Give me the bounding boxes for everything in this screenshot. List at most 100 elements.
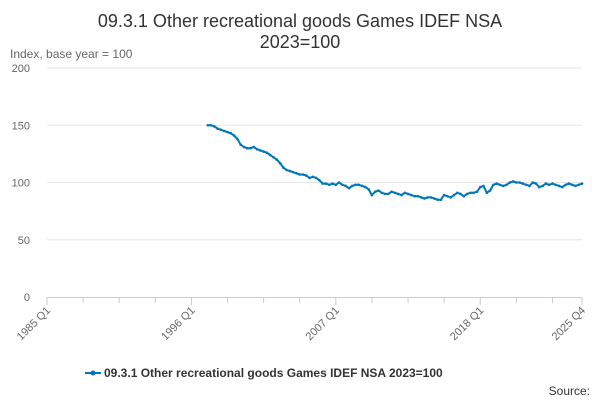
data-point-0-40[interactable] <box>337 181 341 184</box>
data-point-0-67[interactable] <box>426 196 430 199</box>
data-point-0-16[interactable] <box>259 149 262 152</box>
data-point-0-24[interactable] <box>285 168 288 172</box>
data-point-0-36[interactable] <box>324 182 328 185</box>
data-point-0-1[interactable] <box>209 124 213 127</box>
data-point-0-61[interactable] <box>406 192 410 196</box>
data-point-0-47[interactable] <box>360 184 364 188</box>
data-point-0-64[interactable] <box>416 194 420 198</box>
data-point-0-4[interactable] <box>219 128 223 132</box>
data-point-0-42[interactable] <box>344 184 348 188</box>
data-point-0-57[interactable] <box>393 191 397 195</box>
data-point-0-65[interactable] <box>419 196 423 199</box>
data-point-0-59[interactable] <box>400 193 403 197</box>
data-point-0-22[interactable] <box>278 161 282 165</box>
data-point-0-83[interactable] <box>479 185 482 189</box>
data-point-0-113[interactable] <box>577 183 580 187</box>
data-point-0-68[interactable] <box>429 196 433 199</box>
legend[interactable]: 09.3.1 Other recreational goods Games ID… <box>85 366 443 380</box>
data-point-0-13[interactable] <box>249 146 252 150</box>
data-point-0-46[interactable] <box>357 183 361 187</box>
data-point-0-21[interactable] <box>275 158 279 161</box>
data-point-0-14[interactable] <box>252 145 256 149</box>
data-point-0-106[interactable] <box>554 183 557 187</box>
data-point-0-80[interactable] <box>469 191 472 195</box>
series-line-0[interactable] <box>207 124 583 201</box>
data-point-0-76[interactable] <box>456 191 459 195</box>
data-point-0-26[interactable] <box>291 170 295 174</box>
data-point-0-86[interactable] <box>488 189 492 192</box>
data-point-0-7[interactable] <box>229 132 233 135</box>
data-point-0-58[interactable] <box>396 192 400 196</box>
data-point-0-53[interactable] <box>380 191 384 195</box>
data-point-0-73[interactable] <box>446 194 449 198</box>
data-point-0-91[interactable] <box>505 183 508 187</box>
data-point-0-107[interactable] <box>557 184 561 188</box>
data-point-0-103[interactable] <box>544 182 548 185</box>
data-point-0-87[interactable] <box>492 183 495 187</box>
data-point-0-94[interactable] <box>515 181 518 184</box>
data-point-0-63[interactable] <box>413 194 416 198</box>
data-point-0-8[interactable] <box>232 134 236 137</box>
data-point-0-3[interactable] <box>216 127 219 130</box>
data-point-0-88[interactable] <box>495 182 499 185</box>
data-point-0-12[interactable] <box>245 146 249 150</box>
data-point-0-72[interactable] <box>442 193 446 197</box>
data-point-0-108[interactable] <box>561 185 564 189</box>
data-point-0-100[interactable] <box>534 182 538 185</box>
data-point-0-44[interactable] <box>350 184 354 188</box>
data-point-0-82[interactable] <box>475 190 479 193</box>
data-point-0-11[interactable] <box>242 145 246 149</box>
data-point-0-110[interactable] <box>567 182 571 185</box>
data-point-0-9[interactable] <box>236 137 239 141</box>
data-point-0-56[interactable] <box>390 190 393 193</box>
data-point-0-17[interactable] <box>262 150 265 153</box>
data-point-0-105[interactable] <box>551 182 554 185</box>
data-point-0-99[interactable] <box>531 181 535 184</box>
data-point-0-70[interactable] <box>436 198 439 201</box>
data-point-0-101[interactable] <box>538 185 541 189</box>
data-point-0-111[interactable] <box>570 183 574 187</box>
data-point-0-31[interactable] <box>308 176 311 180</box>
data-point-0-41[interactable] <box>341 183 344 187</box>
data-point-0-37[interactable] <box>328 183 331 187</box>
data-point-0-45[interactable] <box>354 183 357 187</box>
data-point-0-69[interactable] <box>433 197 436 200</box>
data-point-0-34[interactable] <box>318 178 321 182</box>
data-point-0-81[interactable] <box>472 191 476 195</box>
data-point-0-51[interactable] <box>373 190 377 193</box>
data-point-0-95[interactable] <box>518 181 521 184</box>
data-point-0-77[interactable] <box>459 192 462 196</box>
data-point-0-18[interactable] <box>265 151 269 154</box>
data-point-0-30[interactable] <box>305 174 308 177</box>
data-point-0-6[interactable] <box>226 130 229 134</box>
data-point-0-23[interactable] <box>282 166 285 169</box>
data-point-0-74[interactable] <box>449 196 453 199</box>
data-point-0-79[interactable] <box>465 192 469 196</box>
data-point-0-93[interactable] <box>511 180 515 183</box>
data-point-0-28[interactable] <box>298 173 302 176</box>
data-point-0-27[interactable] <box>295 172 298 175</box>
data-point-0-33[interactable] <box>314 176 318 180</box>
data-point-0-15[interactable] <box>255 148 259 151</box>
data-point-0-85[interactable] <box>485 191 489 195</box>
data-point-0-2[interactable] <box>213 125 216 128</box>
data-point-0-0[interactable] <box>206 124 210 127</box>
data-point-0-25[interactable] <box>288 169 292 173</box>
data-point-0-89[interactable] <box>498 183 502 187</box>
data-point-0-84[interactable] <box>482 184 485 188</box>
data-point-0-43[interactable] <box>347 186 351 190</box>
data-point-0-62[interactable] <box>410 193 413 197</box>
data-point-0-38[interactable] <box>331 182 334 185</box>
data-point-0-35[interactable] <box>321 182 325 185</box>
data-point-0-52[interactable] <box>377 189 380 192</box>
data-point-0-112[interactable] <box>574 184 577 188</box>
data-point-0-49[interactable] <box>367 188 371 191</box>
data-point-0-48[interactable] <box>364 185 367 189</box>
data-point-0-104[interactable] <box>547 183 551 187</box>
data-point-0-20[interactable] <box>272 156 275 159</box>
data-point-0-54[interactable] <box>383 192 387 196</box>
data-point-0-75[interactable] <box>452 193 456 197</box>
data-point-0-98[interactable] <box>528 184 531 188</box>
data-point-0-66[interactable] <box>423 197 426 200</box>
data-point-0-39[interactable] <box>334 183 338 187</box>
